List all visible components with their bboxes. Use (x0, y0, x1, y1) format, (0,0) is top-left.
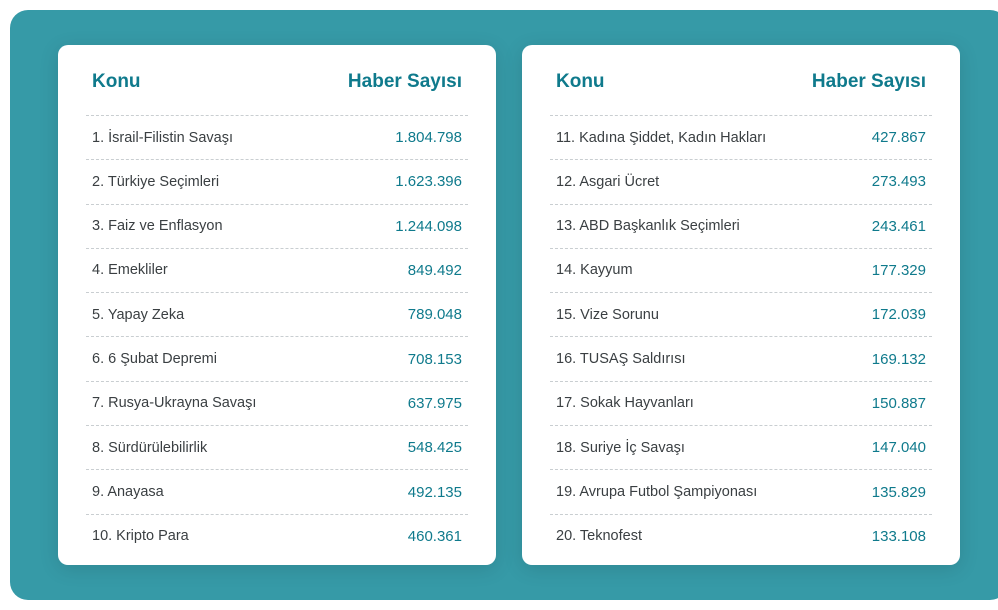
table-row: 12. Asgari Ücret 273.493 (550, 159, 932, 203)
table-row: 8. Sürdürülebilirlik 548.425 (86, 425, 468, 469)
row-topic: 18. Suriye İç Savaşı (556, 438, 685, 458)
row-topic: 12. Asgari Ücret (556, 172, 659, 192)
table-row: 9. Anayasa 492.135 (86, 469, 468, 513)
row-count: 548.425 (372, 439, 462, 456)
infographic-container: Konu Haber Sayısı 1. İsrail-Filistin Sav… (10, 10, 998, 600)
row-topic: 3. Faiz ve Enflasyon (92, 216, 223, 236)
table-header: Konu Haber Sayısı (550, 71, 932, 115)
row-topic: 14. Kayyum (556, 260, 633, 280)
row-count: 789.048 (372, 306, 462, 323)
row-count: 460.361 (372, 528, 462, 545)
row-topic: 19. Avrupa Futbol Şampiyonası (556, 482, 757, 502)
row-count: 1.623.396 (372, 173, 462, 190)
row-count: 708.153 (372, 351, 462, 368)
row-count: 849.492 (372, 262, 462, 279)
row-topic: 9. Anayasa (92, 482, 164, 502)
table-row: 13. ABD Başkanlık Seçimleri 243.461 (550, 204, 932, 248)
header-count: Haber Sayısı (812, 71, 926, 93)
table-row: 5. Yapay Zeka 789.048 (86, 292, 468, 336)
row-topic: 2. Türkiye Seçimleri (92, 172, 219, 192)
table-row: 10. Kripto Para 460.361 (86, 514, 468, 558)
table-row: 4. Emekliler 849.492 (86, 248, 468, 292)
topics-card-right: Konu Haber Sayısı 11. Kadına Şiddet, Kad… (522, 45, 960, 565)
row-topic: 7. Rusya-Ukrayna Savaşı (92, 393, 256, 413)
row-count: 133.108 (836, 528, 926, 545)
table-row: 15. Vize Sorunu 172.039 (550, 292, 932, 336)
row-count: 147.040 (836, 439, 926, 456)
row-topic: 15. Vize Sorunu (556, 305, 659, 325)
row-topic: 17. Sokak Hayvanları (556, 393, 694, 413)
row-count: 150.887 (836, 395, 926, 412)
topics-card-left: Konu Haber Sayısı 1. İsrail-Filistin Sav… (58, 45, 496, 565)
row-count: 1.804.798 (372, 129, 462, 146)
row-topic: 10. Kripto Para (92, 526, 189, 546)
table-row: 6. 6 Şubat Depremi 708.153 (86, 336, 468, 380)
row-topic: 11. Kadına Şiddet, Kadın Hakları (556, 128, 766, 148)
table-row: 18. Suriye İç Savaşı 147.040 (550, 425, 932, 469)
row-topic: 20. Teknofest (556, 526, 642, 546)
row-count: 427.867 (836, 129, 926, 146)
row-count: 637.975 (372, 395, 462, 412)
row-topic: 6. 6 Şubat Depremi (92, 349, 217, 369)
table-row: 1. İsrail-Filistin Savaşı 1.804.798 (86, 115, 468, 159)
table-row: 16. TUSAŞ Saldırısı 169.132 (550, 336, 932, 380)
row-count: 1.244.098 (372, 218, 462, 235)
row-topic: 1. İsrail-Filistin Savaşı (92, 128, 233, 148)
row-count: 169.132 (836, 351, 926, 368)
row-topic: 5. Yapay Zeka (92, 305, 184, 325)
row-count: 172.039 (836, 306, 926, 323)
row-topic: 8. Sürdürülebilirlik (92, 438, 207, 458)
table-row: 3. Faiz ve Enflasyon 1.244.098 (86, 204, 468, 248)
row-topic: 16. TUSAŞ Saldırısı (556, 349, 685, 369)
header-topic: Konu (92, 71, 141, 93)
table-row: 7. Rusya-Ukrayna Savaşı 637.975 (86, 381, 468, 425)
table-header: Konu Haber Sayısı (86, 71, 468, 115)
rows-left: 1. İsrail-Filistin Savaşı 1.804.798 2. Tür… (86, 115, 468, 558)
table-row: 19. Avrupa Futbol Şampiyonası 135.829 (550, 469, 932, 513)
rows-right: 11. Kadına Şiddet, Kadın Hakları427.8671… (550, 115, 932, 558)
row-count: 243.461 (836, 218, 926, 235)
table-row: 11. Kadına Şiddet, Kadın Hakları 427.867 (550, 115, 932, 159)
table-row: 20. Teknofest 133.108 (550, 514, 932, 558)
header-count: Haber Sayısı (348, 71, 462, 93)
row-count: 273.493 (836, 173, 926, 190)
row-count: 177.329 (836, 262, 926, 279)
table-row: 17. Sokak Hayvanları 150.887 (550, 381, 932, 425)
row-topic: 4. Emekliler (92, 260, 168, 280)
row-count: 492.135 (372, 484, 462, 501)
header-topic: Konu (556, 71, 605, 93)
table-row: 14. Kayyum 177.329 (550, 248, 932, 292)
row-topic: 13. ABD Başkanlık Seçimleri (556, 216, 740, 236)
row-count: 135.829 (836, 484, 926, 501)
table-row: 2. Türkiye Seçimleri 1.623.396 (86, 159, 468, 203)
